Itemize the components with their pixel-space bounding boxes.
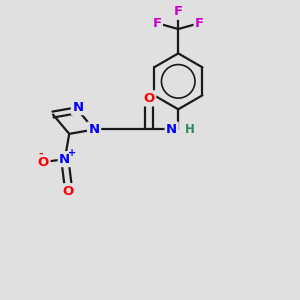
Text: +: + <box>68 148 76 158</box>
Text: N: N <box>166 123 177 136</box>
Text: N: N <box>88 123 100 136</box>
Text: F: F <box>195 16 204 30</box>
Text: H: H <box>185 123 195 136</box>
Text: N: N <box>72 101 83 114</box>
Text: F: F <box>152 16 161 30</box>
Text: F: F <box>174 5 183 18</box>
Text: O: O <box>143 92 155 105</box>
Text: O: O <box>62 185 74 198</box>
Text: O: O <box>38 156 49 169</box>
Text: -: - <box>38 149 43 159</box>
Text: N: N <box>59 153 70 166</box>
